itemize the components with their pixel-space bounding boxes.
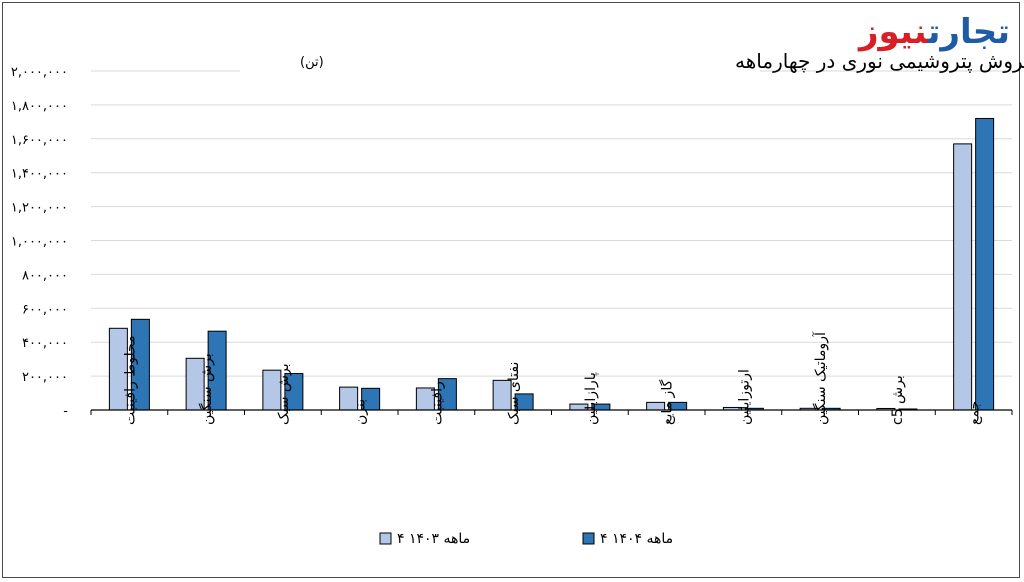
brand-logo-part1: تجارت	[927, 12, 1010, 52]
y-tick-label: ۱,۰۰۰,۰۰۰	[11, 235, 68, 250]
x-tick-label: برش c5	[890, 375, 906, 425]
bars	[108, 117, 995, 411]
y-tick-label: ۶۰۰,۰۰۰	[22, 302, 68, 317]
y-tick-label: ۲,۰۰۰,۰۰۰	[11, 65, 68, 80]
chart-title-text: مقدار فروش پتروشیمی نوری در چهارماهه	[735, 49, 1024, 74]
y-tick-label: ۲۰۰,۰۰۰	[22, 370, 68, 385]
gridlines	[91, 70, 1012, 377]
bar-1403	[953, 143, 973, 411]
x-tick-label: رافینیت	[429, 381, 445, 425]
x-tick-label: نفتای سبک	[506, 362, 522, 425]
x-tick-label: بنزن	[353, 399, 369, 425]
x-axis-labels: مخلوط رافینیت برش سنگین برش سبک بنزن رافینیت…	[122, 331, 982, 425]
x-tick-label: ارتوزایلین	[736, 369, 752, 425]
legend-swatch-1403	[379, 532, 392, 545]
y-tick-label: ۴۰۰,۰۰۰	[22, 336, 68, 351]
chart-title: مقدار فروش پتروشیمی نوری در چهارماهه (تن…	[240, 40, 1024, 80]
y-tick-label: ۸۰۰,۰۰۰	[22, 268, 68, 283]
x-tick-label: جمع	[967, 401, 983, 425]
x-tick-label: برش سبک	[276, 363, 292, 425]
x-tick-label: پارازایلین	[583, 372, 599, 425]
brand-logo: تجارتنیوز	[859, 12, 1010, 52]
y-axis-ticks: - ۲۰۰,۰۰۰ ۴۰۰,۰۰۰ ۶۰۰,۰۰۰ ۸۰۰,۰۰۰ ۱,۰۰۰,۰۰۰ ۱,…	[11, 65, 68, 419]
y-tick-label: ۱,۴۰۰,۰۰۰	[11, 167, 68, 182]
legend: ۴ ماهه ۱۴۰۳ ۴ ماهه ۱۴۰۴	[379, 531, 673, 547]
x-axis	[90, 409, 1013, 415]
brand-logo-part2: نیوز	[858, 12, 928, 52]
y-tick-label: ۱,۶۰۰,۰۰۰	[11, 133, 68, 148]
legend-swatch-1404	[582, 532, 595, 545]
bar-1404	[975, 117, 995, 411]
x-tick-label: برش سنگین	[198, 353, 215, 425]
x-tick-label: آروماتیک سنگین	[812, 331, 829, 425]
x-tick-label: گاز مایع	[659, 379, 676, 425]
legend-label-1404: ۴ ماهه ۱۴۰۴	[600, 531, 673, 547]
y-tick-label: ۱,۸۰۰,۰۰۰	[11, 99, 68, 114]
y-tick-label: ۱,۲۰۰,۰۰۰	[11, 201, 68, 216]
chart-title-unit: (تن)	[300, 55, 324, 70]
x-tick-label: مخلوط رافینیت	[122, 335, 138, 425]
title-backdrop	[240, 40, 760, 80]
legend-label-1403: ۴ ماهه ۱۴۰۳	[397, 531, 470, 547]
y-tick-label: -	[63, 404, 68, 419]
